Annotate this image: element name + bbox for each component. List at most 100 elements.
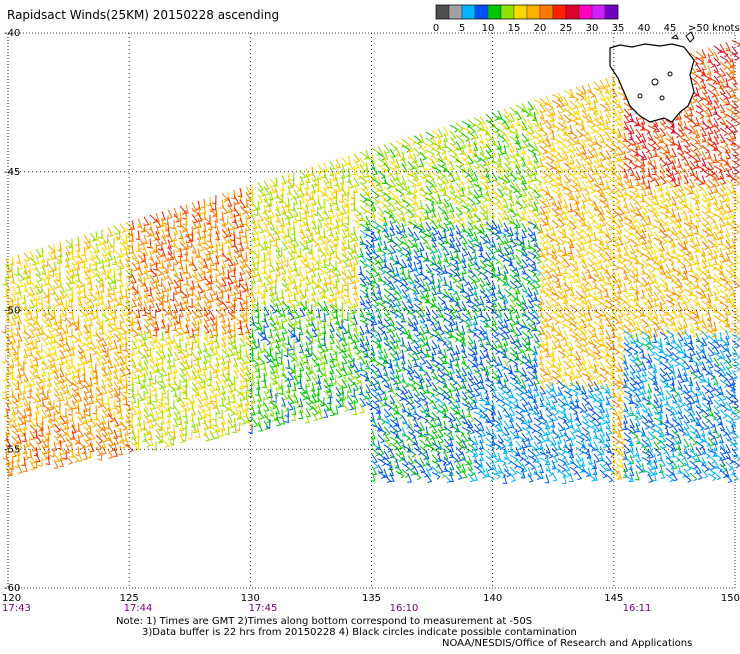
wind-barb	[623, 126, 633, 135]
wind-barb	[49, 267, 55, 278]
wind-barb	[274, 315, 280, 325]
wind-barb	[249, 376, 255, 386]
wind-barb	[287, 275, 294, 285]
wind-barb	[563, 144, 571, 154]
wind-barb	[225, 395, 231, 405]
wind-barb	[527, 269, 537, 278]
wind-barb	[353, 297, 359, 307]
wind-barb	[538, 355, 543, 366]
wind-barb	[316, 254, 322, 264]
wind-barb	[233, 285, 240, 295]
wind-barb	[557, 374, 565, 384]
wind-barb	[322, 366, 327, 377]
wind-barb	[323, 222, 331, 232]
wind-barb	[149, 352, 155, 363]
wind-barb	[401, 432, 411, 441]
wind-barb	[425, 371, 432, 382]
wind-barb	[77, 410, 84, 420]
wind-barb	[338, 319, 343, 330]
wind-barb	[17, 278, 24, 288]
wind-barb	[213, 213, 219, 223]
wind-barb	[292, 255, 297, 266]
wind-barb	[461, 133, 470, 142]
wind-barb	[556, 266, 562, 276]
wind-barb	[191, 424, 198, 434]
wind-barb	[346, 173, 352, 183]
wind-barb	[41, 277, 48, 287]
wind-barb	[285, 215, 291, 225]
wind-barb	[370, 472, 376, 482]
wind-barb	[557, 98, 565, 108]
wind-barb	[479, 181, 489, 191]
wind-barb	[334, 219, 340, 229]
wind-barb	[227, 239, 234, 249]
wind-barb	[47, 407, 52, 417]
wind-barb	[521, 403, 529, 413]
wind-barb	[11, 310, 18, 320]
wind-barb	[545, 239, 553, 250]
wind-barb	[244, 384, 249, 394]
wind-barb	[131, 370, 138, 380]
wind-barb	[473, 471, 478, 481]
wind-barb	[46, 425, 51, 435]
wind-barb	[539, 151, 547, 161]
wind-barb	[562, 264, 567, 275]
wind-barb	[551, 465, 561, 474]
wind-barb	[525, 137, 531, 147]
wind-barb	[317, 410, 324, 420]
wind-barb	[407, 263, 415, 273]
wind-barb	[509, 376, 519, 385]
wind-barb	[455, 122, 464, 132]
wind-barb	[539, 469, 544, 479]
wind-barb	[479, 295, 485, 306]
wind-barb	[22, 408, 27, 419]
wind-barb	[272, 351, 277, 361]
wind-barb	[485, 455, 495, 465]
wind-barb	[532, 231, 537, 242]
wind-barb	[83, 300, 91, 310]
wind-barb	[17, 332, 23, 342]
wind-barb	[617, 434, 626, 444]
wind-barb	[209, 430, 216, 441]
wind-barb	[14, 296, 19, 307]
wind-barb	[251, 226, 259, 236]
wind-barb	[575, 116, 585, 125]
wind-barb	[215, 386, 222, 397]
wind-barb	[563, 396, 570, 406]
wind-barb	[287, 401, 294, 411]
wind-barb	[215, 266, 222, 277]
wind-barb	[209, 202, 215, 213]
wind-barb	[377, 416, 386, 425]
wind-barb	[187, 238, 193, 249]
wind-barb	[557, 122, 567, 131]
wind-barb	[191, 262, 198, 272]
wind-barb	[364, 336, 370, 346]
wind-barb	[425, 413, 435, 422]
wind-barb	[413, 219, 420, 229]
wind-barb	[544, 336, 549, 346]
wind-barb	[191, 352, 198, 362]
wind-barb	[503, 270, 508, 280]
wind-barb	[311, 352, 319, 362]
wind-barb	[16, 284, 22, 294]
wind-barb	[83, 390, 89, 400]
wind-barb	[575, 122, 585, 131]
wind-barb	[211, 219, 217, 229]
wind-barb	[443, 300, 449, 310]
wind-barb	[371, 262, 377, 272]
wind-barb	[203, 432, 211, 442]
wind-barb	[305, 222, 311, 232]
wind-barb	[86, 424, 92, 435]
wind-barb	[557, 134, 565, 144]
wind-barb	[419, 241, 425, 252]
wind-barb	[533, 285, 539, 295]
wind-barb	[155, 338, 163, 349]
wind-barb	[484, 168, 490, 178]
wind-barb	[592, 231, 597, 242]
wind-barb	[101, 355, 108, 365]
wind-barb	[8, 388, 14, 399]
wind-barb	[203, 294, 211, 304]
wind-barb	[455, 380, 463, 391]
